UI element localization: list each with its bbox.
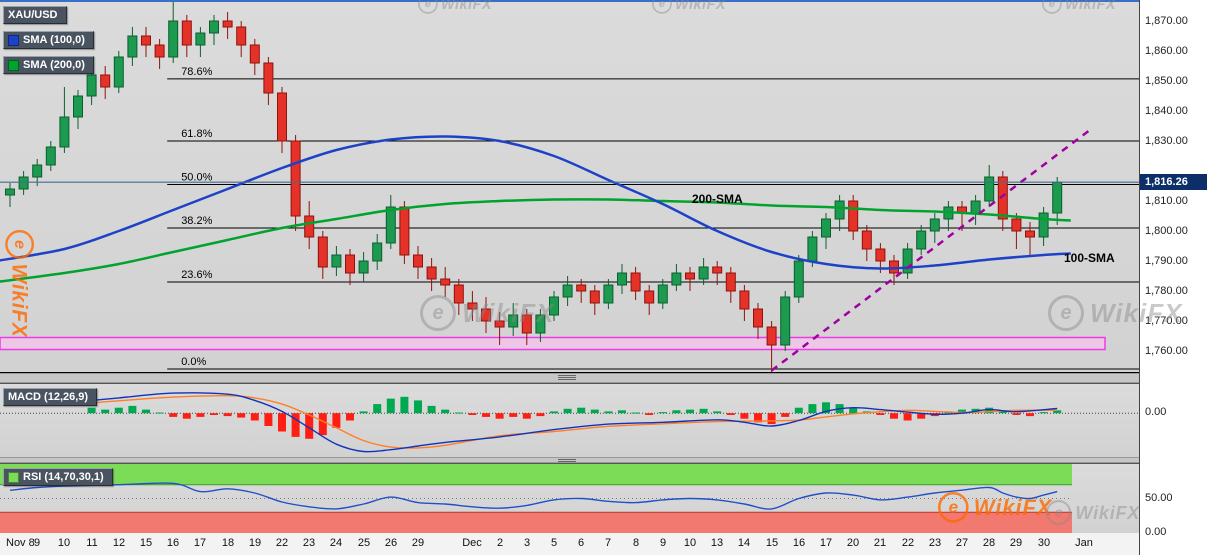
date-label: 25: [357, 537, 371, 549]
date-label: 23: [928, 537, 942, 549]
date-label: 29: [411, 537, 425, 549]
date-label: 28: [982, 537, 996, 549]
fib-level-label: 61.8%: [181, 128, 212, 140]
price-tick: 1,830.00: [1145, 135, 1188, 147]
sma200-color-chip-icon: [8, 59, 19, 71]
date-label: 17: [193, 537, 207, 549]
rsi-canvas: [0, 464, 1072, 533]
date-label: 24: [329, 537, 343, 549]
symbol-badge[interactable]: XAU/USD: [3, 6, 67, 24]
date-label: 19: [248, 537, 262, 549]
sma200-legend-label: SMA (200,0): [23, 59, 85, 71]
fib-level-label: 78.6%: [181, 66, 212, 78]
date-label: 10: [683, 537, 697, 549]
date-label: 15: [139, 537, 153, 549]
date-label: 16: [792, 537, 806, 549]
date-label: 10: [57, 537, 71, 549]
fib-level-label: 23.6%: [181, 269, 212, 281]
date-label: 20: [846, 537, 860, 549]
chart-area[interactable]: 78.6% 61.8% 50.0% 38.2% 23.6% 0.0% XAU/USD SM…: [0, 0, 1139, 555]
date-label: 3: [523, 537, 531, 549]
date-label: 5: [550, 537, 558, 549]
date-label: 11: [86, 537, 98, 549]
price-tick: 1,800.00: [1145, 225, 1188, 237]
sma200-line-tag: 200-SMA: [692, 192, 743, 206]
date-label: 29: [1009, 537, 1023, 549]
date-label: Nov 8: [6, 537, 35, 549]
sma200-legend[interactable]: SMA (200,0): [3, 56, 94, 74]
resize-grip-icon[interactable]: [558, 375, 576, 380]
date-label: 9: [659, 537, 667, 549]
price-tick: 1,760.00: [1145, 345, 1188, 357]
price-tick: 1,860.00: [1145, 45, 1188, 57]
price-chart-canvas: 78.6% 61.8% 50.0% 38.2% 23.6% 0.0%: [0, 0, 1139, 372]
sma100-legend[interactable]: SMA (100,0): [3, 31, 94, 49]
date-label: 26: [384, 537, 398, 549]
sma100-color-chip-icon: [8, 34, 19, 46]
panel-splitter[interactable]: [0, 457, 1139, 464]
sma100-legend-label: SMA (100,0): [23, 34, 85, 46]
time-axis[interactable]: Nov 8 9 10 11 12 15 16 17 18 19 22 23 24 25 26 29 Dec 2 3 5…: [0, 533, 1139, 555]
price-chart-panel[interactable]: 78.6% 61.8% 50.0% 38.2% 23.6% 0.0% XAU/USD SM…: [0, 0, 1139, 373]
price-tick: 1,770.00: [1145, 315, 1188, 327]
price-tick: 1,810.00: [1145, 195, 1188, 207]
top-border-line: [0, 0, 1139, 2]
date-label: 15: [765, 537, 779, 549]
date-label: 7: [604, 537, 612, 549]
rsi-color-chip-icon: [8, 471, 19, 483]
date-label: 16: [166, 537, 180, 549]
date-label: 14: [737, 537, 751, 549]
macd-panel[interactable]: MACD (12,26,9): [0, 383, 1139, 458]
fib-level-label: 0.0%: [181, 356, 206, 368]
price-tick: 1,790.00: [1145, 255, 1188, 267]
date-label: Dec: [462, 537, 482, 549]
rsi-tick: 0.00: [1145, 526, 1167, 538]
date-label: 2: [496, 537, 504, 549]
rsi-legend-label: RSI (14,70,30,1): [23, 471, 104, 483]
price-tick: 1,870.00: [1145, 15, 1188, 27]
sma100-line-tag: 100-SMA: [1064, 251, 1115, 265]
macd-tick: 0.00: [1145, 406, 1167, 418]
price-tick: 1,850.00: [1145, 75, 1188, 87]
macd-canvas: [0, 392, 1139, 453]
date-label: 12: [112, 537, 126, 549]
date-label: 22: [901, 537, 915, 549]
price-axis[interactable]: 1,816.26 1,870.00 1,860.00 1,850.00 1,840.0…: [1139, 0, 1207, 555]
rsi-legend[interactable]: RSI (14,70,30,1): [3, 468, 113, 486]
date-label: 30: [1037, 537, 1051, 549]
macd-legend[interactable]: MACD (12,26,9): [3, 388, 98, 406]
panel-splitter[interactable]: [0, 373, 1139, 383]
date-label: 18: [221, 537, 235, 549]
rsi-panel[interactable]: RSI (14,70,30,1): [0, 463, 1139, 534]
current-price-badge: 1,816.26: [1140, 174, 1207, 190]
price-tick: 1,840.00: [1145, 105, 1188, 117]
fib-level-label: 38.2%: [181, 215, 212, 227]
fib-level-label: 50.0%: [181, 172, 212, 184]
date-label: 22: [275, 537, 289, 549]
date-label: 6: [577, 537, 585, 549]
macd-legend-label: MACD (12,26,9): [8, 391, 89, 403]
date-label: 27: [955, 537, 969, 549]
date-label: 13: [710, 537, 724, 549]
symbol-label: XAU/USD: [8, 9, 58, 21]
date-label: 9: [33, 537, 41, 549]
date-label: Jan: [1075, 537, 1093, 549]
resize-grip-icon[interactable]: [558, 459, 576, 464]
rsi-tick: 50.00: [1145, 492, 1173, 504]
price-tick: 1,780.00: [1145, 285, 1188, 297]
date-label: 8: [632, 537, 640, 549]
date-label: 21: [873, 537, 887, 549]
date-label: 23: [302, 537, 316, 549]
date-label: 17: [819, 537, 833, 549]
